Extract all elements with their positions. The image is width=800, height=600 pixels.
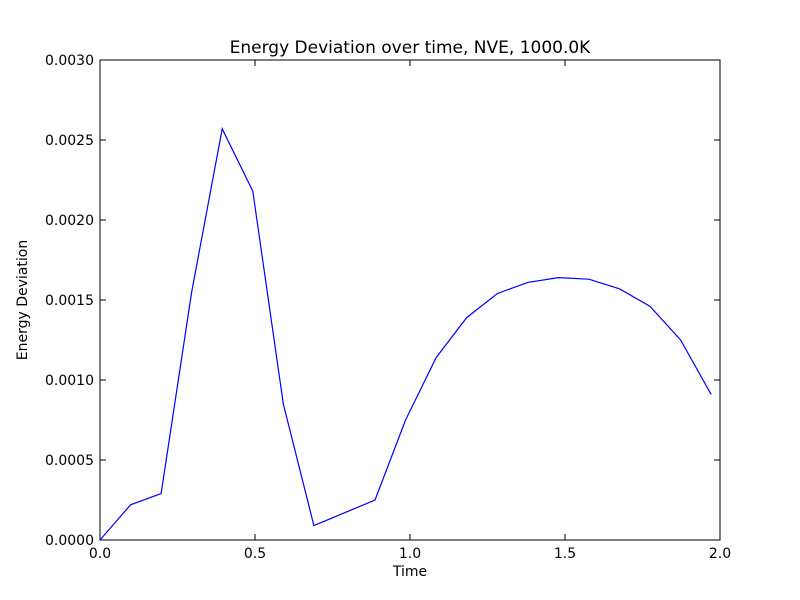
y-axis: 0.0000 0.0005 0.0010 0.0015 0.0020 0.0025 0.00… (45, 53, 720, 549)
y-tick-label: 0.0005 (45, 453, 94, 469)
x-tick-label: 1.5 (554, 546, 576, 562)
y-tick-label: 0.0020 (45, 213, 94, 229)
x-axis-label: Time (392, 564, 427, 580)
x-tick-label: 0.5 (244, 546, 266, 562)
series-layer (99, 126, 712, 541)
chart-title: Energy Deviation over time, NVE, 1000.0K (230, 38, 592, 58)
y-tick-label: 0.0030 (45, 53, 94, 69)
y-tick-label: 0.0025 (45, 133, 94, 149)
y-tick-label: 0.0010 (45, 373, 94, 389)
x-tick-label: 0.0 (89, 546, 111, 562)
y-tick-label: 0.0015 (45, 293, 94, 309)
series-line (99, 126, 712, 541)
x-axis: 0.0 0.5 1.0 1.5 2.0 (89, 60, 731, 562)
y-axis-label: Energy Deviation (15, 240, 31, 360)
x-tick-label: 2.0 (709, 546, 731, 562)
plot-area (99, 59, 721, 541)
y-tick-label: 0.0000 (45, 533, 94, 549)
x-tick-label: 1.0 (399, 546, 421, 562)
